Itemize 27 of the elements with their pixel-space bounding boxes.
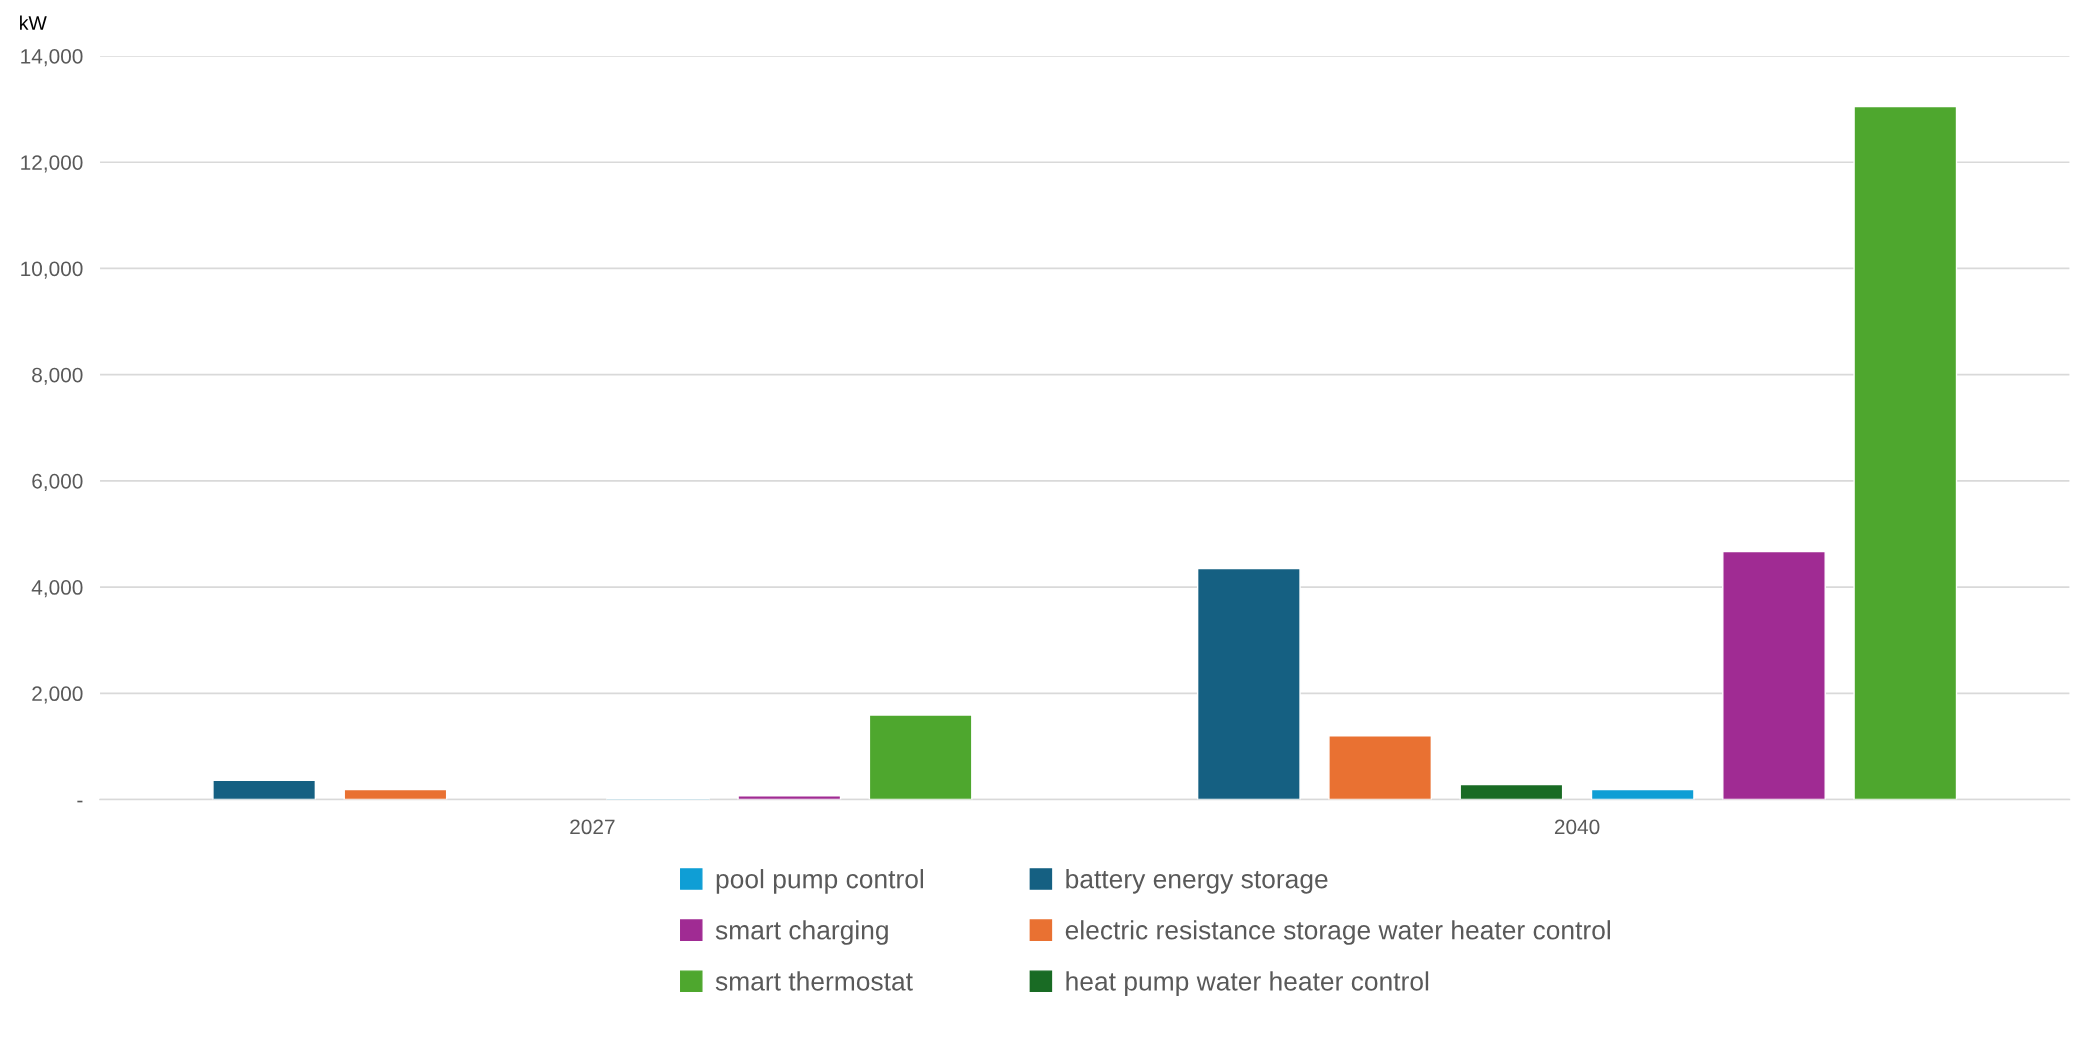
legend-label: battery energy storage [1066, 869, 1328, 894]
y-tick-label: 14,000 [21, 49, 83, 67]
legend-label: smart charging [715, 920, 888, 945]
y-tick-label: 10,000 [21, 261, 83, 279]
bar [1853, 105, 1958, 800]
y-tick-label: 6,000 [32, 473, 83, 492]
bar [1722, 550, 1826, 800]
y-tick-label: 2,000 [32, 686, 83, 704]
legend-label: electric resistance storage water heater control [1065, 920, 1610, 945]
legend-label: smart thermostat [715, 971, 913, 991]
y-tick-label: 12,000 [21, 155, 83, 173]
bar [1196, 567, 1301, 800]
legend-label: heat pump water heater control [1066, 971, 1429, 996]
y-tick-label: - [77, 800, 83, 803]
y-tick-label: 8,000 [32, 367, 83, 385]
bar [737, 795, 842, 800]
bar [343, 788, 448, 800]
x-tick-label: 2027 [570, 819, 615, 835]
bar [868, 714, 973, 800]
bar [1459, 783, 1564, 800]
y-axis-title: kW [20, 15, 47, 30]
x-tick-label: 2040 [1554, 819, 1600, 835]
bar [1590, 788, 1695, 800]
y-tick-label: 4,000 [31, 580, 83, 598]
bar [212, 779, 317, 800]
bar [1328, 735, 1433, 800]
legend-label: pool pump control [716, 869, 924, 894]
